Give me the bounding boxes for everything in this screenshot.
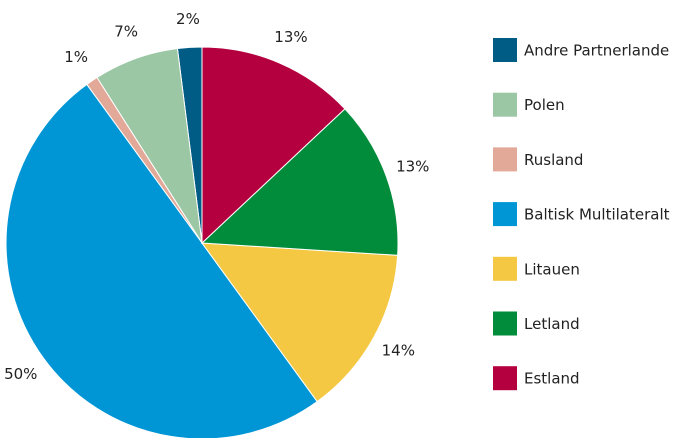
data-label: 2% (176, 10, 200, 28)
legend-label: Baltisk Multilateralt (524, 206, 670, 224)
legend-swatch (493, 202, 517, 227)
data-label: 13% (396, 158, 429, 176)
data-label: 50% (4, 365, 37, 383)
pie-slice (201, 46, 346, 245)
pie-slice (200, 108, 399, 256)
legend-label: Estland (524, 370, 580, 388)
data-label: 13% (274, 28, 307, 46)
legend-label: Polen (524, 96, 565, 114)
legend-label: Andre Partnerlande (524, 42, 669, 60)
legend-label: Rusland (524, 151, 583, 169)
legend-swatch (493, 311, 517, 336)
legend-label: Letland (524, 315, 580, 333)
data-label: 7% (114, 23, 138, 41)
legend-swatch (493, 38, 517, 62)
pie-slice (200, 242, 399, 403)
legend-swatch (493, 92, 517, 117)
legend-swatch (493, 147, 517, 172)
pie-slice (5, 83, 318, 438)
legend-swatch (493, 256, 517, 281)
legend-swatch (493, 366, 517, 391)
legend-label: Litauen (524, 260, 580, 278)
data-label: 14% (382, 341, 415, 359)
data-label: 1% (64, 48, 88, 66)
